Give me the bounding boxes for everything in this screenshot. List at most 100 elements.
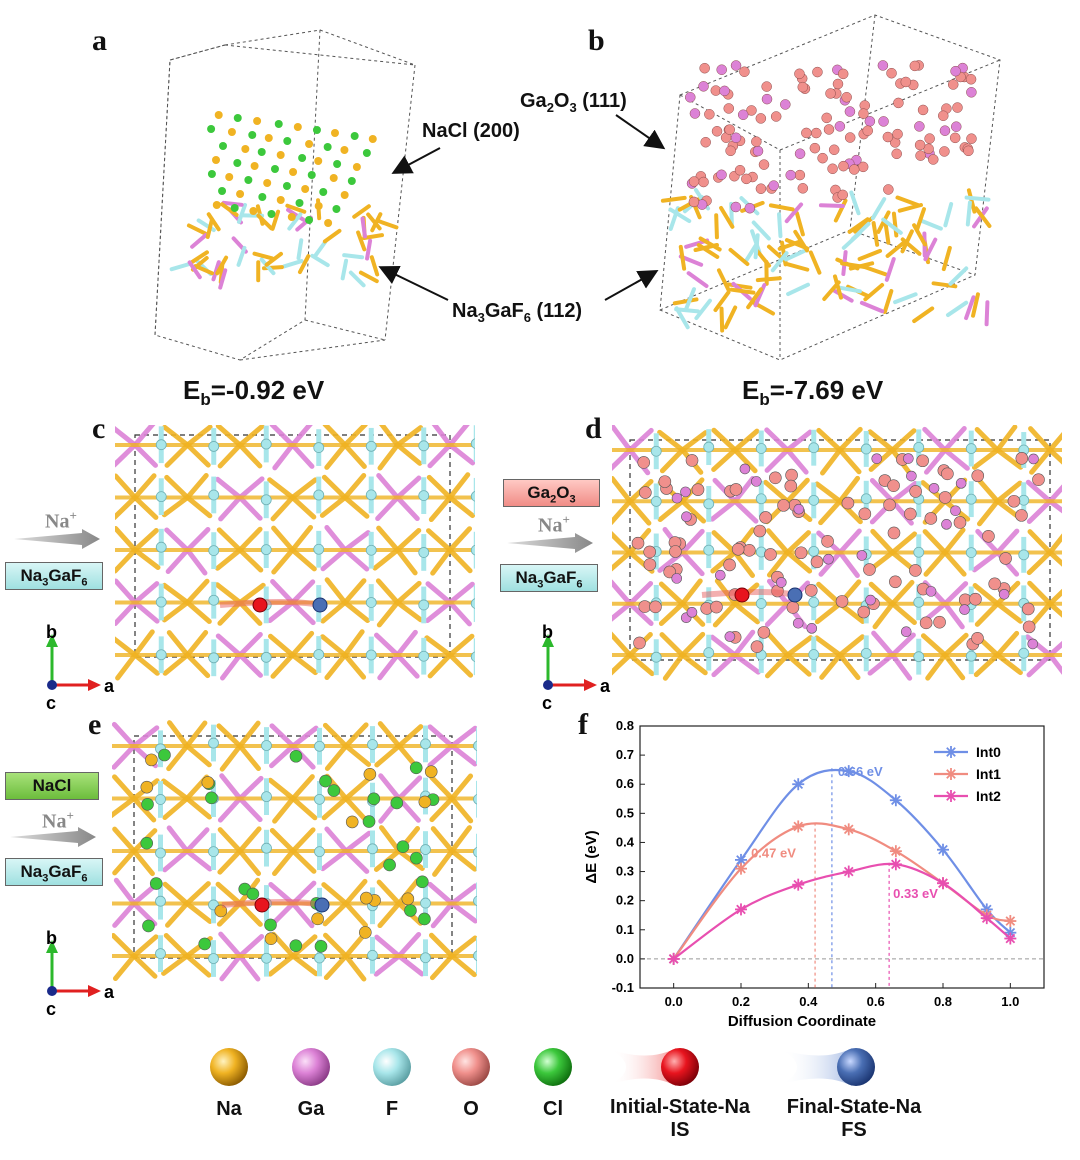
panel-e-structure	[112, 720, 477, 982]
panel-label-a: a	[92, 24, 107, 57]
svg-text:b: b	[46, 928, 57, 948]
legend-sphere-o	[452, 1048, 490, 1086]
panel-d-structure	[612, 425, 1062, 681]
svg-text:c: c	[542, 693, 552, 710]
panel-label-f: f	[578, 708, 588, 741]
axis-c-label: c	[46, 693, 56, 710]
series-line-int1	[672, 822, 1011, 960]
axes-indicator-c: b a c	[46, 622, 115, 710]
x-tick-label: 0.4	[799, 994, 818, 1009]
barrier-label-int2: 0.33 eV	[893, 886, 938, 901]
element-legend-spheres	[210, 1048, 875, 1086]
data-point-int1	[842, 823, 855, 836]
data-point-int2	[792, 878, 805, 891]
legend-label-cl: Cl	[543, 1098, 563, 1120]
nacl-200-annotation: NaCl (200)	[422, 120, 520, 142]
svg-text:b: b	[542, 622, 553, 642]
data-point-int0	[792, 778, 805, 791]
legend-sphere-ga	[292, 1048, 330, 1086]
data-point-int1	[889, 845, 902, 858]
panel-label-e: e	[88, 708, 102, 741]
nacl-tag-e: NaCl	[5, 772, 99, 800]
legend-label-is: Initial-State-Na IS	[609, 1096, 751, 1141]
panel-label-b: b	[588, 24, 605, 57]
na3gaf6-tag-e: Na3GaF6	[5, 858, 103, 886]
data-point-int1	[1004, 915, 1017, 928]
ion-arrow-e	[10, 827, 96, 847]
series-line-int0	[672, 768, 1012, 960]
x-tick-label: 0.2	[732, 994, 750, 1009]
legend-is-tail	[612, 1048, 676, 1086]
legend-marker-int1	[945, 768, 957, 780]
legend-marker-int0	[945, 746, 957, 758]
eb-value-a: Eb=-0.92 eV	[183, 375, 325, 410]
svg-text:c: c	[46, 999, 56, 1016]
svg-text:a: a	[600, 676, 611, 696]
data-point-int1	[735, 862, 747, 875]
axes-indicator-d: b a c	[542, 622, 611, 710]
data-point-int0	[842, 765, 855, 778]
x-tick-label: 0.6	[867, 994, 885, 1009]
legend-label-na: Na	[216, 1098, 242, 1120]
axis-a-label: a	[104, 676, 115, 696]
legend-label-ga: Ga	[297, 1098, 325, 1120]
y-tick-label: 0.8	[616, 718, 634, 733]
y-axis-label: ΔE (eV)	[583, 830, 600, 883]
legend-sphere-f	[373, 1048, 411, 1086]
y-tick-label: 0.6	[616, 776, 634, 791]
panel-a-structure	[154, 29, 416, 361]
ion-arrow-c	[14, 529, 100, 549]
barrier-label-int0: 0.66 eV	[838, 764, 883, 779]
panel-c-structure	[115, 425, 475, 681]
data-point-int2	[937, 877, 949, 890]
y-tick-label: 0.1	[616, 922, 634, 937]
na3gaf6-tag-d: Na3GaF6	[500, 564, 598, 592]
x-tick-label: 0.8	[934, 994, 952, 1009]
legend-entry-int0: Int0	[976, 744, 1001, 760]
axes-indicator-e: b a c	[46, 928, 115, 1016]
panel-label-d: d	[585, 412, 602, 445]
panel-label-c: c	[92, 412, 106, 445]
legend-fs-tail	[782, 1048, 852, 1086]
eb-value-b: Eb=-7.69 eV	[742, 375, 884, 410]
legend-sphere-fs	[837, 1048, 875, 1086]
legend-label-o: O	[463, 1098, 479, 1120]
na-ion-label-d: Na+	[538, 512, 570, 537]
data-point-int2	[980, 912, 993, 925]
y-tick-label: 0.4	[616, 834, 635, 849]
data-point-int0	[937, 843, 949, 856]
y-tick-label: 0.0	[616, 951, 634, 966]
legend-label-fs: Final-State-Na FS	[786, 1096, 922, 1141]
legend-entry-int1: Int1	[976, 766, 1001, 782]
barrier-label-int1: 0.47 eV	[751, 846, 796, 861]
y-tick-label: -0.1	[612, 980, 634, 995]
ion-arrow-d	[507, 533, 593, 553]
y-tick-label: 0.7	[616, 747, 634, 762]
data-point-int2	[842, 865, 855, 878]
data-point-int1	[792, 820, 805, 833]
data-point-int2	[1004, 932, 1017, 945]
panel-b-structure	[659, 14, 1001, 361]
legend-sphere-na	[210, 1048, 248, 1086]
na3gaf6-tag-c: Na3GaF6	[5, 562, 103, 590]
data-point-int2	[735, 903, 747, 916]
na3gaf6-112-annotation: Na3GaF6 (112)	[452, 300, 583, 325]
ga2o3-tag-d: Ga2O3	[503, 479, 600, 507]
legend-entry-int2: Int2	[976, 788, 1001, 804]
y-tick-label: 0.3	[616, 864, 634, 879]
legend-marker-int2	[945, 790, 957, 802]
legend-label-f: F	[385, 1098, 399, 1120]
x-tick-label: 1.0	[1001, 994, 1019, 1009]
series-line-int2	[673, 862, 1012, 960]
legend-sphere-cl	[534, 1048, 572, 1086]
y-tick-label: 0.5	[616, 805, 634, 820]
legend-sphere-is	[661, 1048, 699, 1086]
annotation-arrows	[378, 114, 666, 301]
data-point-int2	[889, 858, 902, 871]
svg-text:a: a	[104, 982, 115, 1002]
data-point-int0	[889, 794, 902, 807]
y-tick-label: 0.2	[616, 893, 634, 908]
data-point-int2	[667, 952, 680, 965]
x-tick-label: 0.0	[665, 994, 683, 1009]
panel-f-chart: -0.1 0.0 0.1 0.2 0.3 0.4 0.5 0.6 0.7 0.8 0.0 0.2 0.4…	[583, 718, 1045, 1030]
